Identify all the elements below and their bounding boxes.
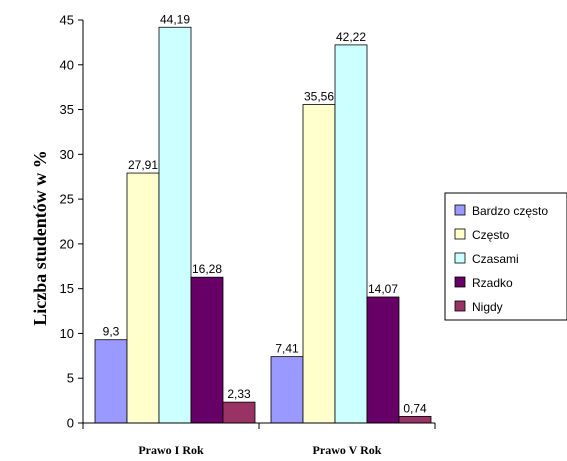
y-tick-label: 30 bbox=[60, 147, 74, 162]
data-label: 16,28 bbox=[192, 262, 222, 276]
bar bbox=[270, 356, 304, 424]
bar bbox=[190, 276, 224, 424]
legend-swatch bbox=[454, 300, 466, 312]
y-tick-label: 35 bbox=[60, 102, 74, 117]
y-tick-label: 10 bbox=[60, 326, 74, 341]
y-tick-label: 45 bbox=[60, 13, 74, 28]
legend-entry: Bardzo często bbox=[472, 204, 548, 218]
data-label: 7,41 bbox=[275, 342, 299, 356]
bar bbox=[366, 296, 400, 424]
legend-entry: Nigdy bbox=[472, 300, 503, 314]
data-label: 2,33 bbox=[227, 387, 251, 401]
legend-swatch bbox=[454, 276, 466, 288]
bar bbox=[126, 172, 160, 424]
data-label: 44,19 bbox=[160, 12, 190, 26]
data-label: 35,56 bbox=[304, 90, 334, 104]
x-axis: Prawo I Rok Prawo V Rok bbox=[82, 422, 436, 457]
y-tick-label: 25 bbox=[60, 192, 74, 207]
legend: Bardzo często Często Czasami Rzadko Nigdy bbox=[444, 192, 567, 321]
legend-entry: Często bbox=[472, 228, 510, 242]
data-label: 14,07 bbox=[368, 282, 398, 296]
y-tick-label: 40 bbox=[60, 57, 74, 72]
bar bbox=[222, 401, 256, 424]
bar bbox=[94, 339, 128, 424]
data-label: 9,3 bbox=[103, 325, 120, 339]
legend-entry: Rzadko bbox=[472, 276, 513, 290]
legend-swatch bbox=[454, 228, 466, 240]
y-tick-label: 5 bbox=[67, 371, 74, 386]
bar-group: 9,3 27,91 44,19 16,28 2,33 7,41 35,56 42,22 14,0… bbox=[94, 12, 432, 424]
y-tick-label: 15 bbox=[60, 281, 74, 296]
bar bbox=[334, 44, 368, 424]
legend-swatch bbox=[454, 204, 466, 216]
legend-entry: Czasami bbox=[472, 252, 519, 266]
x-category-label: Prawo V Rok bbox=[313, 443, 382, 457]
y-axis-label: Liczba studentów w % bbox=[30, 150, 50, 326]
data-label: 27,91 bbox=[128, 158, 158, 172]
bar bbox=[398, 415, 432, 424]
data-label: 0,74 bbox=[403, 401, 427, 415]
data-label: 42,22 bbox=[336, 30, 366, 44]
bar bbox=[302, 104, 336, 424]
y-axis: 0 5 10 15 20 25 30 35 40 45 bbox=[60, 13, 84, 431]
legend-swatch bbox=[454, 252, 466, 264]
y-tick-label: 0 bbox=[67, 416, 74, 431]
x-category-label: Prawo I Rok bbox=[138, 443, 204, 457]
bar bbox=[158, 26, 192, 424]
y-tick-label: 20 bbox=[60, 236, 74, 251]
